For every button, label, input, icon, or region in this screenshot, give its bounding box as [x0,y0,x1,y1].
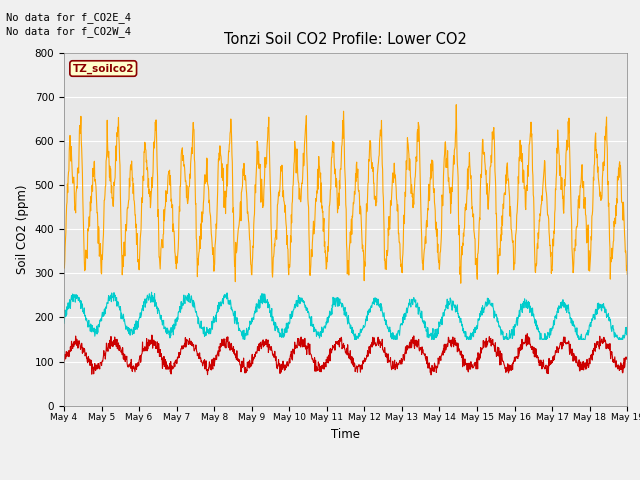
Tree2 -8cm [322,325,330,331]
Tree -8cm [104,141,111,147]
Line: Tree2 -8cm: Tree2 -8cm [64,292,627,339]
Open -8cm [127,360,134,366]
Tree -8cm [452,102,460,108]
Open -8cm [381,345,388,350]
Open -8cm [299,336,307,342]
Tree2 -8cm [127,330,134,336]
Text: No data for f_CO2W_4: No data for f_CO2W_4 [6,26,131,37]
Y-axis label: Soil CO2 (ppm): Soil CO2 (ppm) [16,184,29,274]
Open -8cm [524,331,531,336]
Tree -8cm [60,265,68,271]
Tree2 -8cm [148,289,156,295]
Tree2 -8cm [623,328,631,334]
Tree2 -8cm [241,336,248,342]
Tree2 -8cm [104,300,111,306]
Text: No data for f_CO2E_4: No data for f_CO2E_4 [6,12,131,23]
Tree2 -8cm [312,328,319,334]
Tree -8cm [311,224,319,229]
Open -8cm [321,360,328,366]
Tree2 -8cm [60,320,68,326]
Tree -8cm [381,257,388,263]
Tree -8cm [127,163,134,168]
Tree -8cm [321,239,328,244]
Open -8cm [104,346,111,351]
Open -8cm [60,357,68,362]
Tree -8cm [299,166,307,171]
X-axis label: Time: Time [331,428,360,441]
Open -8cm [623,357,631,362]
Tree -8cm [457,280,465,286]
Title: Tonzi Soil CO2 Profile: Lower CO2: Tonzi Soil CO2 Profile: Lower CO2 [224,33,467,48]
Text: TZ_soilco2: TZ_soilco2 [72,63,134,73]
Line: Open -8cm: Open -8cm [64,334,627,375]
Open -8cm [311,355,319,360]
Line: Tree -8cm: Tree -8cm [64,105,627,283]
Tree2 -8cm [300,300,308,305]
Tree -8cm [623,272,631,277]
Tree2 -8cm [381,317,389,323]
Open -8cm [428,372,435,378]
